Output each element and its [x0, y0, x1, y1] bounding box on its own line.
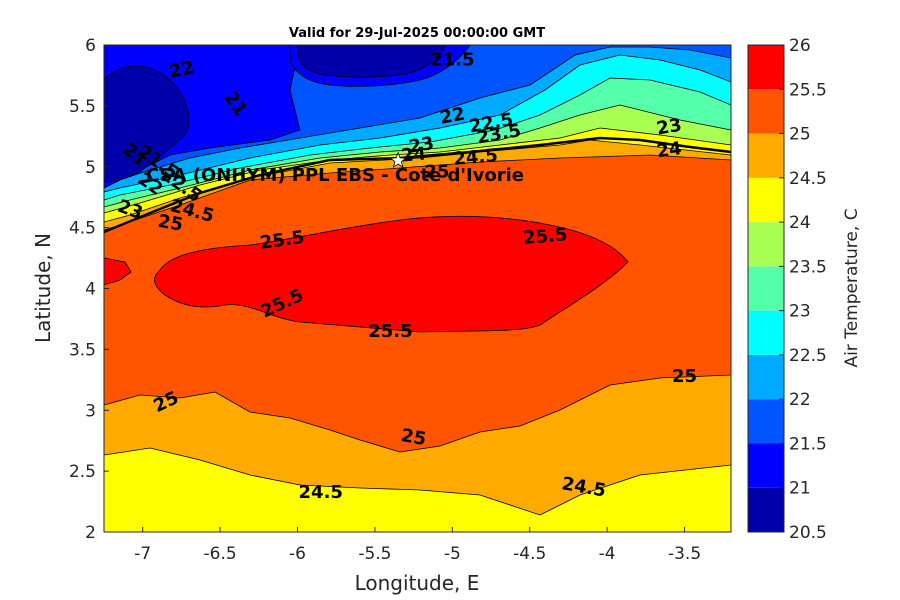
contour-label: 25.5: [368, 321, 412, 342]
contour-label: 24.5: [453, 145, 499, 170]
level-20.5-north: [297, 45, 446, 78]
contour-label: 25: [424, 162, 449, 183]
colorbar-tick-label: 25: [789, 125, 811, 145]
colorbar-swatch: [748, 443, 784, 488]
contour-label: 25: [672, 366, 697, 387]
contour-label: 23: [655, 115, 683, 140]
y-tick-label: 3.5: [69, 340, 96, 360]
site-star-icon: [389, 151, 407, 168]
colorbar-tick-label: 24: [789, 213, 811, 233]
colorbar-tick-label: 25.5: [789, 80, 827, 100]
x-tick-label: -3.5: [668, 544, 701, 564]
y-tick-label: 5.5: [69, 97, 96, 117]
contour-label: 25: [399, 425, 427, 450]
contour-label: 22: [167, 57, 196, 83]
colorbar-tick-label: 21.5: [789, 434, 827, 454]
y-tick-label: 3: [85, 401, 96, 421]
temperature-contour-map: [104, 45, 731, 532]
x-tick-label: -6: [289, 544, 306, 564]
contour-label: 25.5: [522, 224, 568, 249]
x-tick-label: -4: [599, 544, 616, 564]
colorbar-swatch: [748, 89, 784, 134]
y-tick-label: 4: [85, 280, 96, 300]
x-axis-label: Longitude, E: [355, 571, 480, 595]
x-tick-label: -5.5: [358, 544, 391, 564]
colorbar: 20.5 21 21.5 22 22.5 23 23.5 24 24.5 25 25.5 26: [748, 36, 827, 543]
plot-title: Valid for 29-Jul-2025 00:00:00 GMT: [289, 26, 545, 41]
level-25.5-edge-fill: [104, 257, 132, 286]
colorbar-tick-label: 24.5: [789, 169, 827, 189]
y-tick-label: 4.5: [69, 219, 96, 239]
y-tick-label: 2.5: [69, 462, 96, 482]
y-axis-label: Latitude, N: [31, 233, 55, 343]
site-marker: [389, 151, 407, 168]
contour-label: 24: [655, 138, 683, 162]
colorbar-swatch: [748, 310, 784, 355]
x-tick-label: -6.5: [204, 544, 237, 564]
colorbar-tick-label: 21: [789, 479, 811, 499]
colorbar-swatch: [748, 354, 784, 400]
y-tick-label: 6: [85, 36, 96, 56]
colorbar-tick-label: 22.5: [789, 346, 827, 366]
y-tick-label: 2: [85, 523, 96, 543]
colorbar-tick-label: 26: [789, 36, 811, 56]
level-20.5-west: [104, 65, 190, 183]
y-axis: 2 2.5 3 3.5 4 4.5 5 5.5 6: [69, 36, 109, 543]
colorbar-label: Air Temperature, C: [842, 208, 862, 367]
colorbar-frame: [747, 44, 785, 533]
y-tick-label: 5: [85, 158, 96, 178]
x-tick-label: -7: [134, 544, 151, 564]
x-tick-label: -5: [444, 544, 461, 564]
colorbar-swatch: [748, 45, 784, 90]
x-tick-label: -4.5: [513, 544, 546, 564]
coastline: [104, 136, 731, 234]
x-axis: -7 -6.5 -6 -5.5 -5 -4.5 -4 -3.5: [134, 527, 701, 564]
colorbar-swatch: [748, 266, 784, 311]
contour-label: 22: [438, 104, 466, 129]
site-label: CSA (ONHYM) PPL EBS - Cote d'Ivorie: [146, 165, 524, 186]
colorbar-tick-label: 23: [789, 302, 811, 322]
colorbar-tick-label: 23.5: [789, 257, 827, 277]
contour-label: 23: [407, 133, 435, 158]
colorbar-swatch: [748, 399, 784, 444]
colorbar-swatch: [748, 133, 784, 178]
contour-label: 25: [156, 211, 184, 236]
colorbar-tick-label: 20.5: [789, 523, 827, 543]
colorbar-swatch: [748, 177, 784, 223]
level-25.5-fill: [154, 215, 629, 333]
colorbar-tick-label: 22: [789, 390, 811, 410]
contour-label: 21.5: [430, 50, 474, 71]
contour-label: 24: [400, 144, 427, 167]
contour-label: 24.5: [299, 482, 343, 503]
colorbar-swatch: [748, 487, 784, 532]
colorbar-swatch: [748, 222, 784, 267]
